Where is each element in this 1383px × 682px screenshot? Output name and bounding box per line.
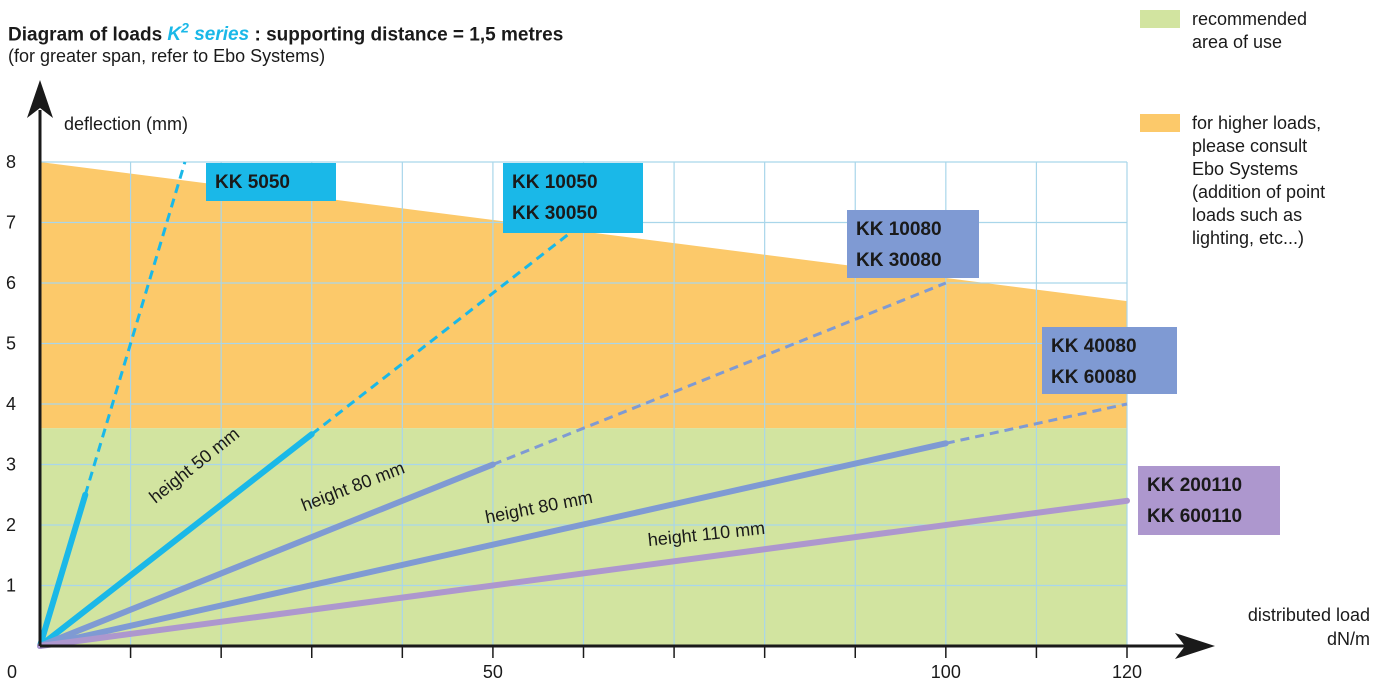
x-tick-label: 50: [483, 662, 503, 682]
series-label-box: KK 200110 KK 600110: [1138, 466, 1280, 535]
series-label-text: KK 200110: [1147, 475, 1242, 496]
title-suffix: : supporting distance = 1,5 metres: [249, 24, 564, 46]
series-line-solid-3: [37, 440, 949, 649]
legend-swatch-orange: [1140, 114, 1180, 132]
x-axis-title-line-2: dN/m: [1327, 629, 1370, 649]
series-label-text: KK 600110: [1147, 506, 1242, 527]
series-line-solid-1: [37, 431, 315, 649]
title-series: K2 series: [167, 20, 250, 46]
series-label-background: [503, 163, 643, 233]
y-tick-label: 2: [6, 515, 16, 535]
y-tick-label: 7: [6, 213, 16, 233]
title-prefix: Diagram of loads: [8, 24, 168, 46]
series-label-background: [1138, 466, 1280, 535]
series-label-text: KK 10080: [856, 219, 942, 240]
series-label-text: KK 5050: [215, 172, 290, 193]
y-tick-label: 8: [6, 152, 16, 172]
series-label-background: [847, 210, 979, 278]
title-series-word: series: [188, 24, 250, 46]
title-series-sup: 2: [181, 20, 189, 36]
series-label-box: KK 10050 KK 30050: [503, 163, 643, 233]
y-axis-title: deflection (mm): [64, 114, 188, 134]
series-line-solid-2: [37, 461, 496, 649]
y-tick-label: 5: [6, 334, 16, 354]
series-line-dashed-1: [310, 221, 585, 436]
series-line-solid-0: [37, 491, 89, 649]
y-tick-label: 1: [6, 576, 16, 596]
series-line-solid-4: [37, 497, 1130, 649]
legend-swatch-green: [1140, 10, 1180, 28]
series-label-box: KK 40080 KK 60080: [1042, 327, 1177, 394]
series-label-text: KK 30080: [856, 250, 942, 271]
y-tick-label: 4: [6, 394, 16, 414]
series-label-background: [206, 163, 336, 201]
x-axis-arrow: [1175, 633, 1215, 659]
series-line-dashed-3: [945, 402, 1128, 445]
legend-label-recommended: recommended area of use: [1192, 9, 1308, 52]
y-tick-label: 6: [6, 273, 16, 293]
series-label-box: KK 10080 KK 30080: [847, 210, 979, 278]
series-line-dashed-0: [83, 161, 187, 496]
legend-label-higher-loads: for higher loads, please consult Ebo Sys…: [1192, 113, 1326, 248]
series-label-text: KK 60080: [1051, 367, 1137, 388]
series-line-dashed-2: [492, 281, 947, 466]
y-tick-label: 3: [6, 455, 16, 475]
series-label-text: KK 30050: [512, 203, 598, 224]
series-label-box: KK 5050: [206, 163, 336, 201]
series-label-background: [1042, 327, 1177, 394]
chart-title: Diagram of loads K2 series : supporting …: [8, 20, 563, 46]
title-series-base: K: [167, 24, 182, 46]
series-label-text: KK 40080: [1051, 336, 1137, 357]
x-tick-label: 100: [931, 662, 961, 682]
x-axis-title-line-1: distributed load: [1248, 605, 1370, 625]
x-tick-label: 120: [1112, 662, 1142, 682]
chart-subtitle: (for greater span, refer to Ebo Systems): [8, 46, 326, 66]
series-label-text: KK 10050: [512, 172, 598, 193]
x-tick-label: 0: [7, 662, 17, 682]
y-axis-arrow: [27, 80, 53, 118]
